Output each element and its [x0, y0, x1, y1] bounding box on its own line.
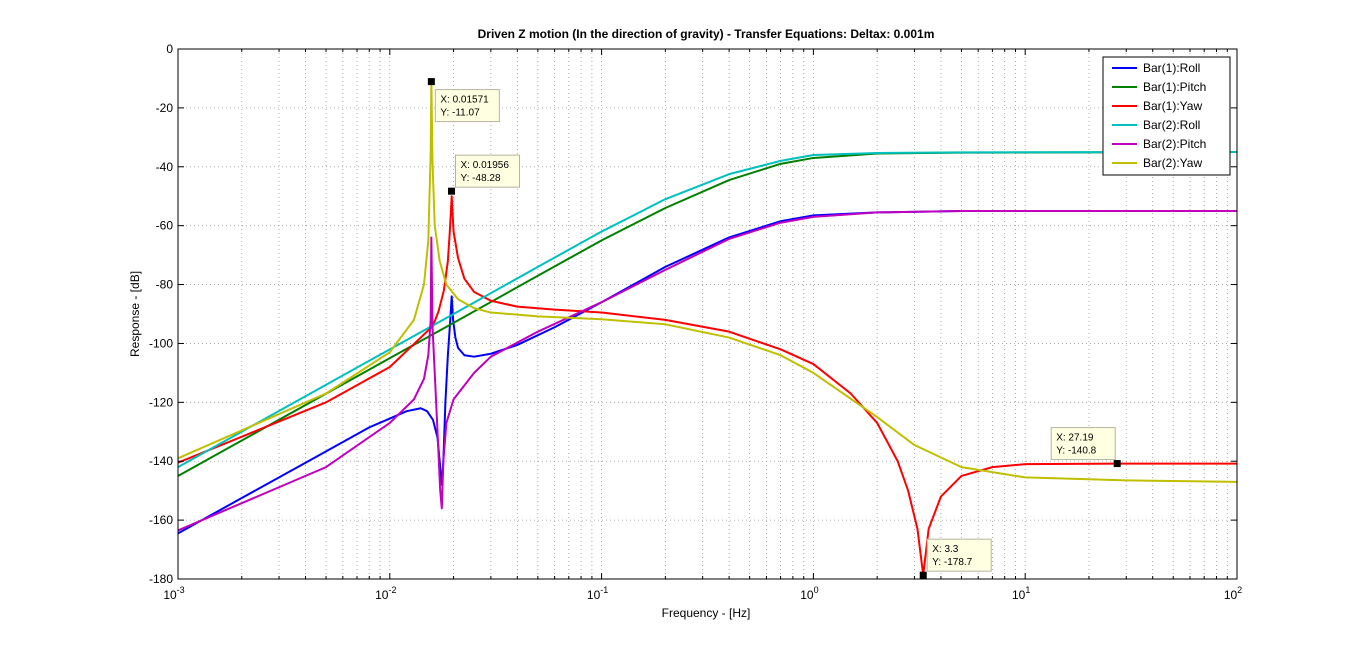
data-tip-box	[434, 89, 500, 123]
data-tip-box	[1050, 427, 1116, 461]
legend-entry-label: Bar(2):Roll	[1143, 118, 1200, 132]
data-tip-marker[interactable]	[448, 187, 456, 195]
legend-entry-label: Bar(1):Yaw	[1143, 99, 1202, 113]
data-tip-x-text: X: 3.3	[932, 544, 959, 555]
data-tip-y-text: Y: -140.8	[1056, 446, 1096, 457]
series-line-bar-2-yaw	[177, 80, 1238, 483]
y-tick-label: -20	[156, 101, 174, 115]
y-tick-label: -80	[156, 278, 174, 292]
x-tick-exponent: -1	[600, 585, 608, 595]
y-tick-label: -60	[156, 219, 174, 233]
axes-box	[177, 48, 1238, 580]
x-tick-exponent: -3	[177, 585, 185, 595]
legend-entry-label: Bar(2):Pitch	[1143, 137, 1206, 151]
x-tick-exponent: -2	[388, 585, 396, 595]
series-line-bar-2-roll	[177, 151, 1238, 468]
y-tick-label: -100	[149, 336, 173, 350]
data-tip-y-text: Y: -178.7	[932, 557, 972, 568]
data-tip-marker[interactable]	[1113, 460, 1121, 468]
y-tick-label: -140	[149, 454, 173, 468]
series-line-bar-2-pitch	[177, 209, 1237, 532]
y-tick-label: -180	[149, 572, 173, 586]
x-tick-exponent: 1	[1025, 585, 1030, 595]
data-tip-x-text: X: 27.19	[1056, 433, 1094, 444]
y-tick-label: -120	[149, 395, 173, 409]
plot-area	[178, 49, 1237, 579]
legend-entry-label: Bar(1):Pitch	[1143, 80, 1206, 94]
data-tips: X: 0.01571 Y: -11.07 X: 0.01956 Y: -48.28 X:…	[427, 78, 1121, 579]
x-tick-exponent: 0	[814, 585, 819, 595]
y-tick-label: 0	[166, 42, 173, 56]
series-line-bar-1-roll	[177, 209, 1237, 535]
series-line-bar-1-yaw	[177, 195, 1237, 577]
data-tip-x-text: X: 0.01956	[461, 160, 510, 171]
chart-title: Driven Z motion (In the direction of gra…	[478, 27, 935, 41]
data-tip-y-text: Y: -48.28	[461, 173, 501, 184]
legend-entry-label: Bar(2):Yaw	[1143, 156, 1202, 170]
data-tip-y-text: Y: -11.07	[440, 108, 480, 119]
data-tip-marker[interactable]	[427, 78, 435, 86]
y-axis-label: Response - [dB]	[128, 271, 142, 357]
data-tip-box	[926, 538, 992, 572]
series-lines	[177, 80, 1238, 577]
x-axis-label: Frequency - [Hz]	[662, 606, 751, 620]
x-tick-exponent: 2	[1237, 585, 1242, 595]
y-tick-label: -160	[149, 513, 173, 527]
data-tip-marker[interactable]	[919, 571, 927, 579]
legend[interactable]: Bar(1):Roll Bar(1):Pitch Bar(1):Yaw Bar(2):…	[1102, 56, 1231, 176]
legend-entry-label: Bar(1):Roll	[1143, 61, 1200, 75]
data-tip-x-text: X: 0.01571	[440, 95, 489, 106]
legend-box	[1102, 56, 1231, 176]
data-tip-box	[455, 154, 521, 188]
y-tick-label: -40	[156, 160, 174, 174]
